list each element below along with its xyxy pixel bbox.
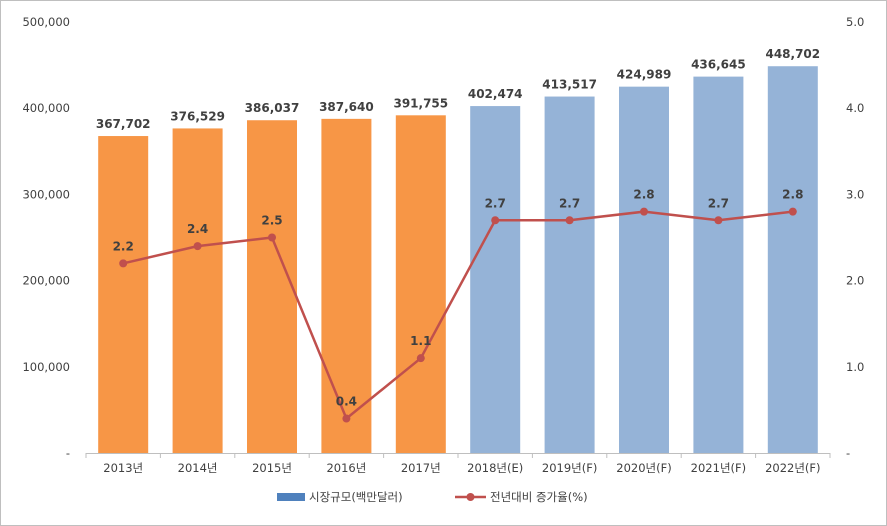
line-value-label: 2.7 <box>485 196 506 210</box>
bar-value-label: 391,755 <box>393 96 448 110</box>
bar-value-label: 387,640 <box>319 100 374 114</box>
bar <box>619 86 669 453</box>
line-value-label: 2.5 <box>261 214 282 228</box>
line-point <box>714 216 723 225</box>
x-axis-category-label: 2013년 <box>103 461 143 475</box>
right-axis-tick-label: 1.0 <box>846 360 864 374</box>
line-value-label: 2.8 <box>633 188 654 202</box>
bar <box>470 106 521 453</box>
bar-value-label: 448,702 <box>765 47 820 61</box>
right-axis-tick-label: 2.0 <box>846 274 864 288</box>
legend-bar-swatch <box>277 493 305 501</box>
right-axis-tick-label: 5.0 <box>846 15 864 29</box>
x-axis-category-label: 2014년 <box>178 461 218 475</box>
legend-bar-label: 시장규모(백만달러) <box>309 490 403 504</box>
x-axis-category-label: 2015년 <box>252 461 292 475</box>
bar <box>321 118 372 454</box>
line-point <box>416 354 425 363</box>
left-axis-tick-label: 400,000 <box>22 101 70 115</box>
line-value-label: 0.4 <box>336 395 357 409</box>
right-axis-tick-label: 3.0 <box>846 187 864 201</box>
line-point <box>193 242 202 251</box>
line-value-label: 2.7 <box>559 196 580 210</box>
bar-value-label: 402,474 <box>468 87 523 101</box>
bar <box>98 136 149 453</box>
bar-value-label: 367,702 <box>96 117 151 131</box>
line-point <box>119 259 128 268</box>
right-axis-tick-label: - <box>846 446 850 460</box>
x-axis-category-label: 2021년(F) <box>691 461 746 475</box>
right-axis-tick-label: 4.0 <box>846 101 864 115</box>
legend-line-label: 전년대비 증가율(%) <box>490 490 588 504</box>
left-axis-tick-label: 300,000 <box>22 187 70 201</box>
bar-value-label: 436,645 <box>691 58 746 72</box>
x-axis-category-label: 2022년(F) <box>765 461 820 475</box>
bar-value-label: 424,989 <box>617 68 672 82</box>
line-value-label: 2.4 <box>187 222 208 236</box>
bar <box>693 76 744 454</box>
line-point <box>640 207 648 216</box>
bar-value-label: 376,529 <box>170 109 225 123</box>
bar-value-label: 386,037 <box>245 101 300 115</box>
line-value-label: 2.8 <box>782 188 803 202</box>
x-axis-category-label: 2020년(F) <box>616 461 671 475</box>
line-point <box>788 207 797 216</box>
x-axis-category-label: 2018년(E) <box>467 461 523 475</box>
left-axis-tick-label: - <box>66 446 70 460</box>
x-axis-category-label: 2016년 <box>326 461 366 475</box>
legend-line-marker <box>466 493 475 501</box>
line-point <box>491 216 500 225</box>
bar-value-label: 413,517 <box>542 78 597 92</box>
line-series: 2.2 2.4 2.5 0.4 1.1 2.7 2.7 2.8 2.7 2.8 <box>113 188 803 423</box>
bar <box>172 128 223 453</box>
left-axis-tick-label: 200,000 <box>22 274 70 288</box>
right-axis: - 1.0 2.0 3.0 4.0 5.0 <box>846 15 864 460</box>
line-point <box>268 233 276 242</box>
bar-series: 367,702 376,529 386,037 387,640 391,755 402,4… <box>96 47 820 454</box>
bar <box>395 115 446 453</box>
left-axis: - 100,000 200,000 300,000 400,000 500,000 <box>22 15 70 460</box>
left-axis-tick-label: 500,000 <box>22 15 70 29</box>
x-axis: 2013년 2014년 2015년 2016년 2017년 2018년(E) 2019년(F… <box>85 453 831 475</box>
line-value-label: 2.7 <box>708 196 729 210</box>
growth-rate-line <box>122 210 793 420</box>
line-value-label: 1.1 <box>410 334 431 348</box>
bar <box>247 120 297 453</box>
legend: 시장규모(백만달러) 전년대비 증가율(%) <box>277 490 588 504</box>
bar <box>544 96 595 454</box>
line-point <box>342 414 351 423</box>
line-value-label: 2.2 <box>113 239 134 253</box>
x-axis-category-label: 2019년(F) <box>542 461 597 475</box>
line-point <box>565 216 574 225</box>
bar <box>767 66 818 454</box>
x-axis-category-label: 2017년 <box>401 461 441 475</box>
left-axis-tick-label: 100,000 <box>22 360 70 374</box>
